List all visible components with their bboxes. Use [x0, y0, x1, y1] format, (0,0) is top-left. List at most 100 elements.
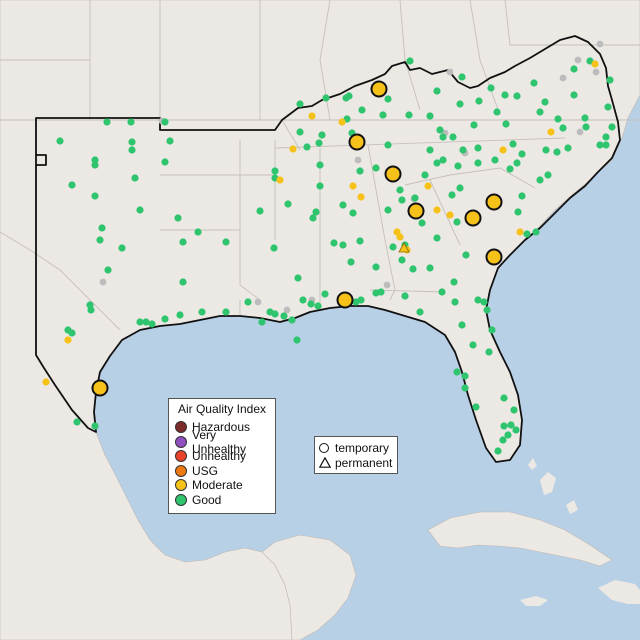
- site-marker-good[interactable]: [73, 418, 81, 426]
- site-marker-good[interactable]: [474, 159, 482, 167]
- site-marker-good[interactable]: [564, 144, 572, 152]
- site-marker-good[interactable]: [514, 208, 522, 216]
- site-marker-good[interactable]: [507, 421, 515, 429]
- site-marker-good[interactable]: [523, 230, 531, 238]
- site-marker-good[interactable]: [347, 258, 355, 266]
- site-marker-good[interactable]: [322, 94, 330, 102]
- temporary-site-marker-moderate[interactable]: [91, 379, 109, 397]
- site-marker-good[interactable]: [474, 144, 482, 152]
- site-marker-good[interactable]: [411, 194, 419, 202]
- site-marker-good[interactable]: [389, 243, 397, 251]
- site-marker-good[interactable]: [349, 209, 357, 217]
- site-marker-good[interactable]: [339, 241, 347, 249]
- site-marker-good[interactable]: [398, 196, 406, 204]
- site-marker-good[interactable]: [131, 174, 139, 182]
- site-marker-good[interactable]: [104, 266, 112, 274]
- site-marker-good[interactable]: [581, 114, 589, 122]
- site-marker-good[interactable]: [91, 156, 99, 164]
- site-marker-good[interactable]: [384, 141, 392, 149]
- site-marker-good[interactable]: [499, 436, 507, 444]
- site-marker-good[interactable]: [398, 256, 406, 264]
- site-marker-good[interactable]: [506, 165, 514, 173]
- site-marker-good[interactable]: [462, 251, 470, 259]
- site-marker-moderate[interactable]: [289, 145, 297, 153]
- site-marker-good[interactable]: [148, 320, 156, 328]
- site-marker-moderate[interactable]: [393, 228, 401, 236]
- site-marker-good[interactable]: [485, 348, 493, 356]
- site-marker-good[interactable]: [451, 298, 459, 306]
- site-marker-good[interactable]: [518, 192, 526, 200]
- temporary-site-marker-moderate[interactable]: [407, 202, 425, 220]
- site-marker-no-data[interactable]: [99, 278, 107, 286]
- site-marker-good[interactable]: [303, 143, 311, 151]
- site-marker-good[interactable]: [296, 128, 304, 136]
- site-marker-good[interactable]: [127, 118, 135, 126]
- site-marker-moderate[interactable]: [446, 211, 454, 219]
- site-marker-no-data[interactable]: [559, 74, 567, 82]
- site-marker-good[interactable]: [553, 148, 561, 156]
- site-marker-no-data[interactable]: [254, 298, 262, 306]
- site-marker-good[interactable]: [372, 263, 380, 271]
- site-marker-good[interactable]: [161, 315, 169, 323]
- site-marker-good[interactable]: [570, 65, 578, 73]
- site-marker-good[interactable]: [500, 422, 508, 430]
- site-marker-good[interactable]: [448, 191, 456, 199]
- permanent-site-marker-moderate[interactable]: [398, 242, 410, 253]
- site-marker-good[interactable]: [222, 308, 230, 316]
- site-marker-no-data[interactable]: [383, 281, 391, 289]
- site-marker-good[interactable]: [372, 164, 380, 172]
- site-marker-good[interactable]: [174, 214, 182, 222]
- site-marker-good[interactable]: [342, 94, 350, 102]
- site-marker-good[interactable]: [96, 236, 104, 244]
- site-marker-good[interactable]: [518, 150, 526, 158]
- site-marker-good[interactable]: [405, 111, 413, 119]
- site-marker-good[interactable]: [384, 95, 392, 103]
- site-marker-moderate[interactable]: [424, 182, 432, 190]
- site-marker-good[interactable]: [356, 167, 364, 175]
- site-marker-good[interactable]: [501, 91, 509, 99]
- site-marker-good[interactable]: [91, 161, 99, 169]
- site-marker-good[interactable]: [330, 239, 338, 247]
- site-marker-good[interactable]: [118, 244, 126, 252]
- site-marker-good[interactable]: [176, 311, 184, 319]
- site-marker-good[interactable]: [377, 288, 385, 296]
- site-marker-good[interactable]: [421, 171, 429, 179]
- site-marker-moderate[interactable]: [499, 146, 507, 154]
- site-marker-good[interactable]: [504, 431, 512, 439]
- site-marker-good[interactable]: [179, 238, 187, 246]
- site-marker-no-data[interactable]: [576, 128, 584, 136]
- site-marker-good[interactable]: [307, 300, 315, 308]
- site-marker-good[interactable]: [470, 121, 478, 129]
- site-marker-good[interactable]: [299, 296, 307, 304]
- site-marker-good[interactable]: [384, 206, 392, 214]
- site-marker-good[interactable]: [339, 201, 347, 209]
- site-marker-moderate[interactable]: [591, 60, 599, 68]
- site-marker-no-data[interactable]: [354, 156, 362, 164]
- site-marker-moderate[interactable]: [357, 193, 365, 201]
- site-marker-good[interactable]: [68, 329, 76, 337]
- site-marker-good[interactable]: [582, 123, 590, 131]
- site-marker-good[interactable]: [449, 133, 457, 141]
- site-marker-good[interactable]: [426, 264, 434, 272]
- site-marker-good[interactable]: [396, 186, 404, 194]
- site-marker-good[interactable]: [198, 308, 206, 316]
- site-marker-good[interactable]: [502, 120, 510, 128]
- site-marker-good[interactable]: [433, 87, 441, 95]
- site-marker-good[interactable]: [456, 100, 464, 108]
- site-marker-good[interactable]: [288, 316, 296, 324]
- site-marker-good[interactable]: [469, 341, 477, 349]
- site-marker-good[interactable]: [222, 238, 230, 246]
- site-marker-good[interactable]: [161, 118, 169, 126]
- site-marker-moderate[interactable]: [349, 182, 357, 190]
- site-marker-good[interactable]: [536, 108, 544, 116]
- site-marker-moderate[interactable]: [433, 206, 441, 214]
- site-marker-moderate[interactable]: [516, 228, 524, 236]
- site-marker-good[interactable]: [166, 137, 174, 145]
- site-marker-good[interactable]: [436, 126, 444, 134]
- site-marker-good[interactable]: [544, 171, 552, 179]
- site-marker-good[interactable]: [271, 167, 279, 175]
- site-marker-good[interactable]: [494, 447, 502, 455]
- site-marker-good[interactable]: [541, 98, 549, 106]
- site-marker-good[interactable]: [453, 368, 461, 376]
